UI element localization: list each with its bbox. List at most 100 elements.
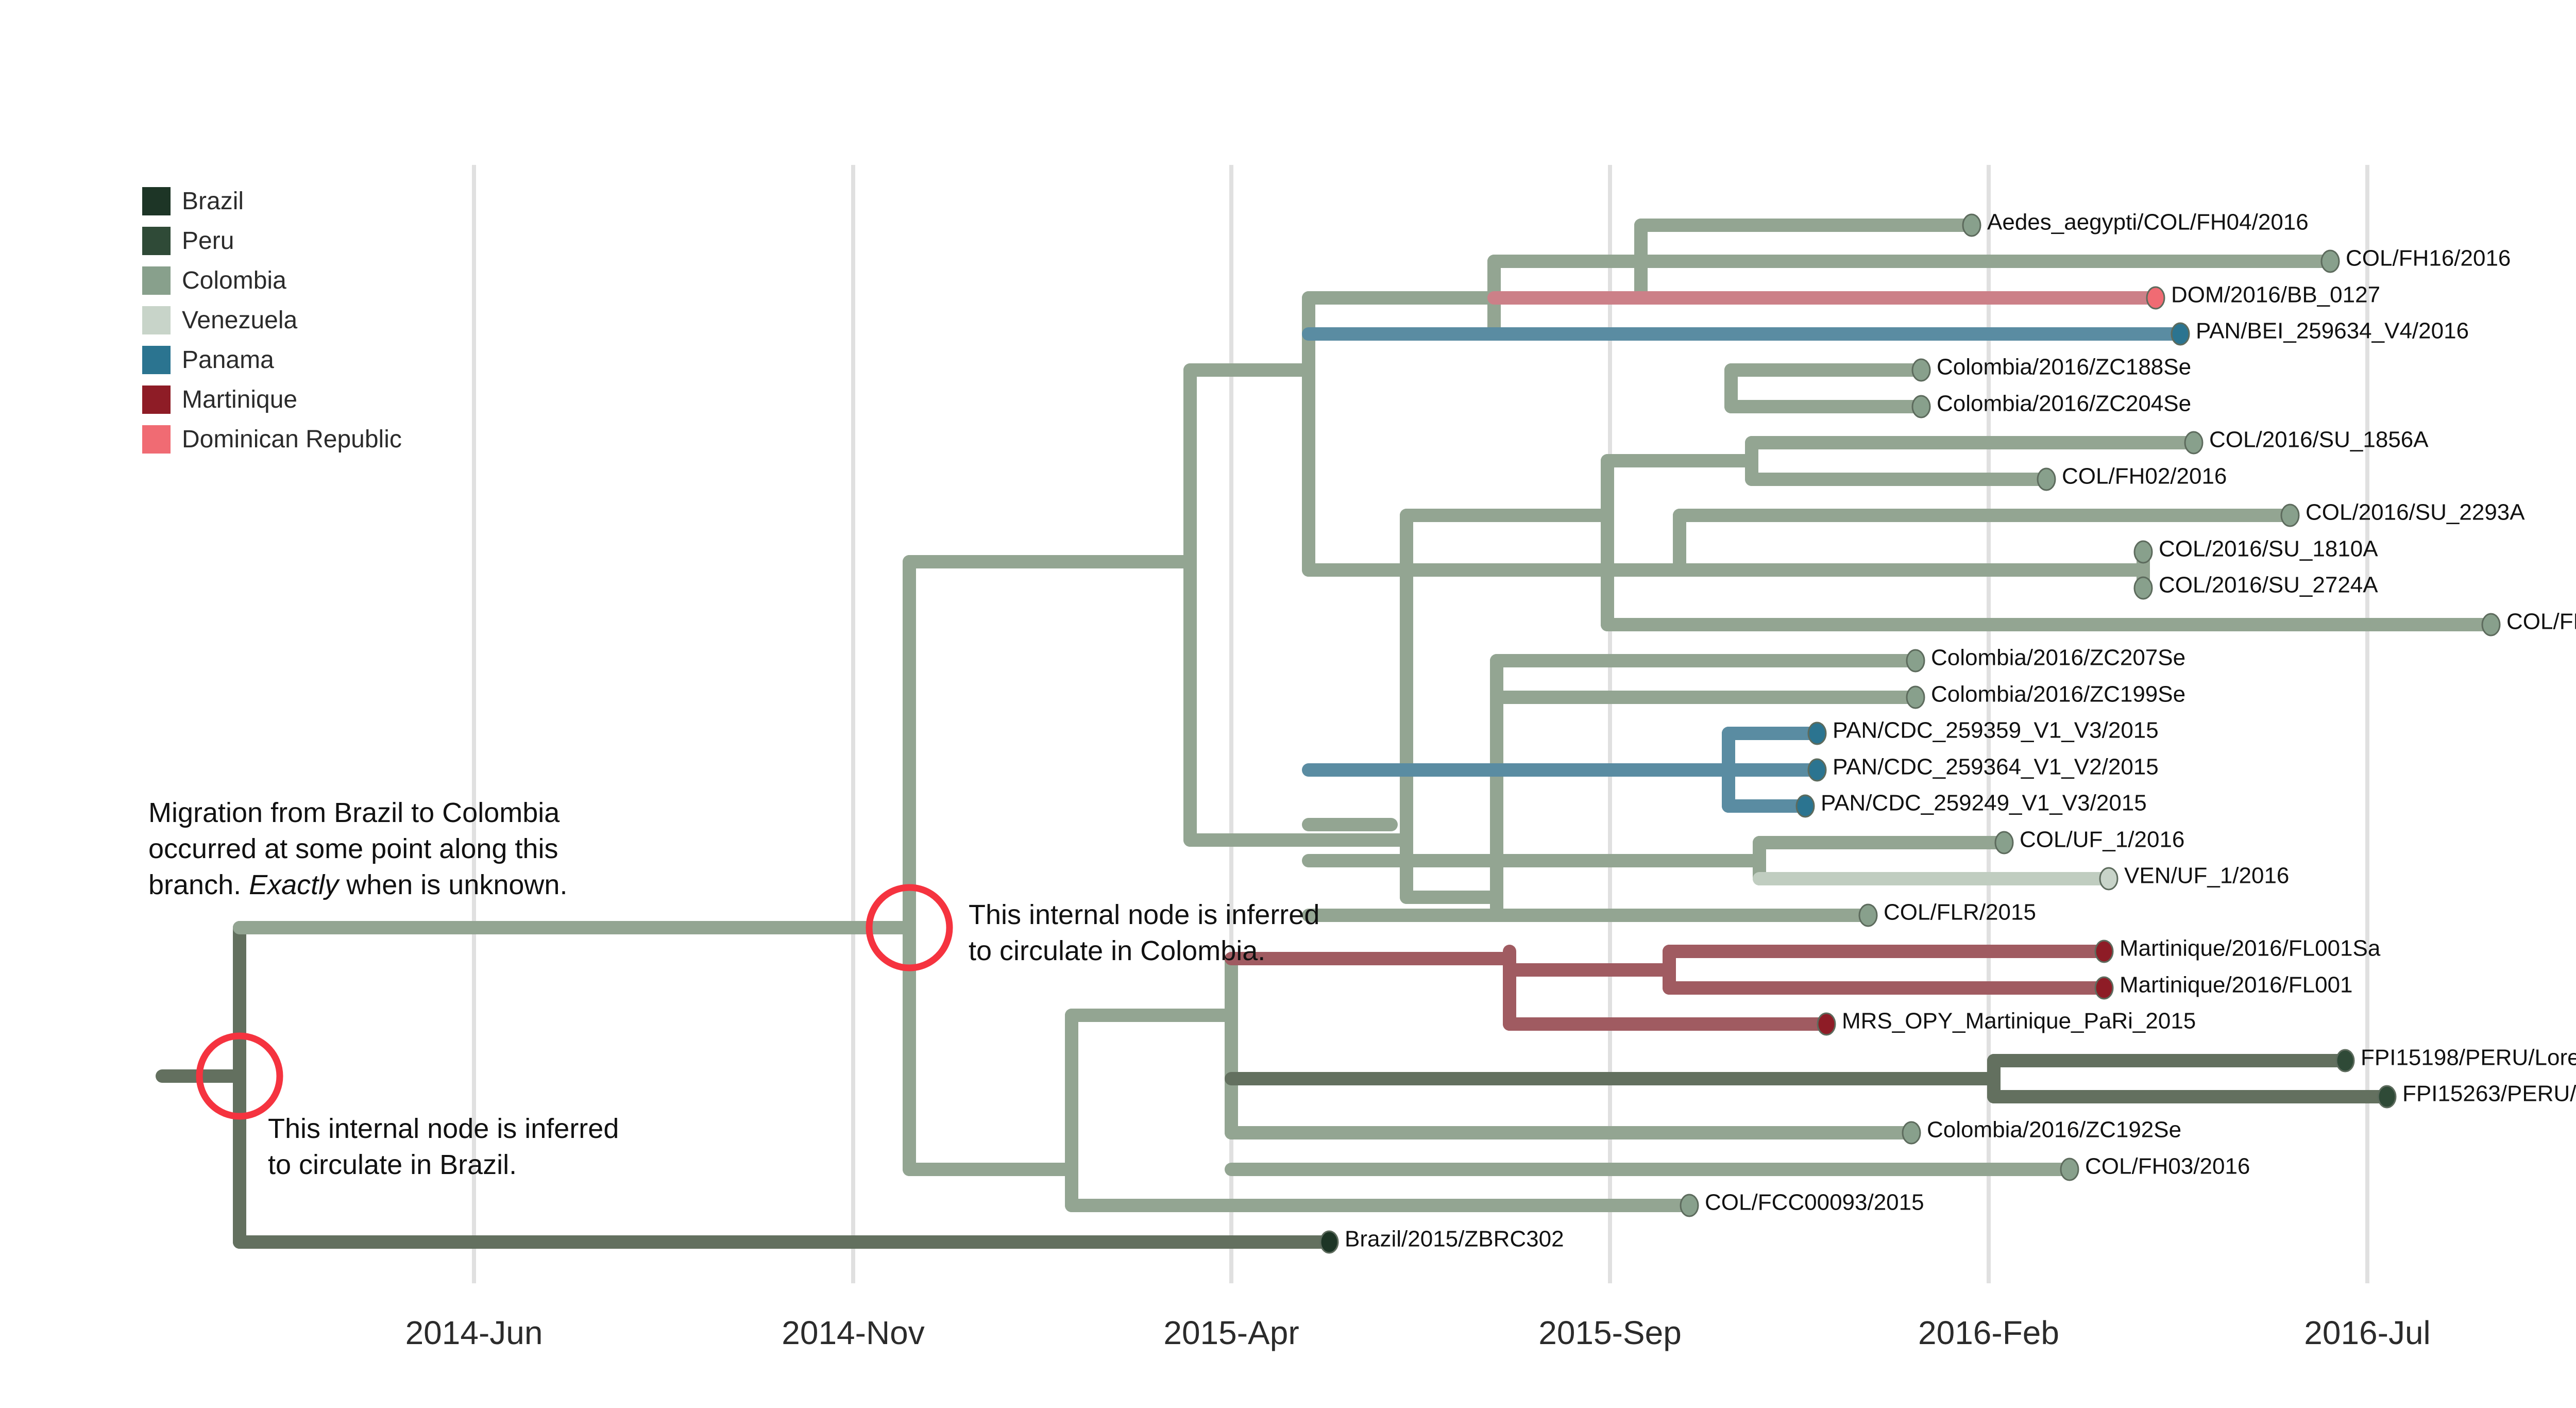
tip-node-marker[interactable] — [1911, 358, 1931, 382]
country-color-legend: Brazil Peru Colombia Venezuela Panama Martini… — [142, 181, 402, 459]
tip-node-marker[interactable] — [2060, 1158, 2079, 1181]
annotation-brazil-internal-node: This internal node is inferred to circul… — [268, 1113, 619, 1181]
legend-color-swatch — [142, 425, 171, 454]
tip-label: PAN/BEI_259634_V4/2016 — [2196, 319, 2469, 344]
tip-label: PAN/CDC_259249_V1_V3/2015 — [1821, 791, 2147, 816]
legend-color-swatch — [142, 227, 171, 255]
tip-label: COL/2016/SU_1856A — [2209, 427, 2429, 452]
legend-color-swatch — [142, 187, 171, 215]
tip-label: COL/FH19/2016 — [2506, 609, 2576, 634]
tip-node-marker[interactable] — [1906, 685, 1925, 709]
legend-label: Peru — [182, 227, 234, 255]
legend-label: Colombia — [182, 267, 286, 294]
legend-label: Panama — [182, 346, 274, 374]
tip-node-marker[interactable] — [1807, 722, 1827, 745]
tip-label: COL/FLR/2015 — [1884, 900, 2036, 925]
legend-item-brazil[interactable]: Brazil — [142, 181, 402, 221]
tip-label: PAN/CDC_259364_V1_V2/2015 — [1833, 755, 2159, 780]
legend-color-swatch — [142, 346, 171, 374]
tip-node-marker[interactable] — [1906, 649, 1925, 673]
axis-tick-labels-group: 2014-Jun 2014-Nov 2015-Apr 2015-Sep 2016-Feb… — [405, 1314, 2431, 1351]
tip-node-marker[interactable] — [1319, 1230, 1339, 1254]
axis-tick-label: 2014-Nov — [782, 1314, 925, 1351]
gridlines-group — [472, 165, 2369, 1283]
legend-label: Brazil — [182, 188, 244, 215]
tip-node-marker[interactable] — [1680, 1194, 1699, 1217]
tip-label: COL/2016/SU_2724A — [2159, 573, 2378, 598]
axis-tick-label: 2014-Jun — [405, 1314, 543, 1351]
tip-node-marker[interactable] — [2280, 504, 2300, 527]
tip-label: Colombia/2016/ZC199Se — [1931, 682, 2185, 707]
branches-group — [156, 219, 2498, 1249]
tip-labels-group: Aedes_aegypti/COL/FH04/2016 COL/FH16/2016… — [1345, 210, 2576, 1252]
emphasis-exactly: Exactly — [249, 869, 339, 901]
legend-color-swatch — [142, 266, 171, 295]
tip-label: COL/FH02/2016 — [2062, 464, 2227, 489]
tip-label: COL/FH03/2016 — [2085, 1154, 2250, 1179]
annotation-migration-brazil-to-colombia: Migration from Brazil to Colombia occurre… — [148, 797, 568, 901]
tip-node-marker[interactable] — [1807, 758, 1827, 782]
tip-label: Colombia/2016/ZC188Se — [1937, 355, 2191, 380]
tip-node-marker[interactable] — [2133, 540, 2153, 564]
tip-node-marker[interactable] — [2094, 976, 2114, 1000]
tip-label: VEN/UF_1/2016 — [2124, 863, 2289, 889]
axis-tick-label: 2015-Sep — [1538, 1314, 1682, 1351]
tip-node-marker[interactable] — [2094, 940, 2114, 963]
legend-item-colombia[interactable]: Colombia — [142, 261, 402, 300]
tip-label: Martinique/2016/FL001Sa — [2120, 936, 2381, 961]
axis-tick-label: 2016-Feb — [1918, 1314, 2059, 1351]
tip-node-marker[interactable] — [2335, 1049, 2355, 1072]
tip-node-marker[interactable] — [2481, 613, 2501, 636]
highlight-circle-colombia-mrca-node — [866, 884, 953, 971]
tip-node-marker[interactable] — [2037, 467, 2056, 491]
tip-node-marker[interactable] — [1962, 213, 1981, 237]
tip-node-marker[interactable] — [1994, 831, 2014, 854]
tip-label: COL/2016/SU_2293A — [2306, 500, 2525, 525]
tip-node-marker[interactable] — [2377, 1085, 2397, 1109]
tip-label: COL/FCC00093/2015 — [1705, 1190, 1924, 1215]
axis-tick-label: 2016-Jul — [2304, 1314, 2431, 1351]
tip-label: FPI15263/PERU/Loreto/2016 — [2402, 1081, 2576, 1107]
legend-item-panama[interactable]: Panama — [142, 340, 402, 380]
axis-tick-label: 2015-Apr — [1163, 1314, 1299, 1351]
tip-node-marker[interactable] — [2146, 286, 2165, 310]
legend-color-swatch — [142, 385, 171, 414]
tip-node-marker[interactable] — [2099, 867, 2119, 891]
tip-node-marker[interactable] — [2320, 249, 2340, 273]
tip-label: Aedes_aegypti/COL/FH04/2016 — [1987, 210, 2309, 235]
tip-label: Colombia/2016/ZC207Se — [1931, 645, 2185, 671]
annotation-colombia-internal-node: This internal node is inferred to circul… — [969, 899, 1320, 967]
tip-label: DOM/2016/BB_0127 — [2171, 282, 2380, 308]
legend-item-martinique[interactable]: Martinique — [142, 380, 402, 420]
tip-node-marker[interactable] — [1858, 903, 1878, 927]
legend-item-dominican-republic[interactable]: Dominican Republic — [142, 420, 402, 459]
legend-color-swatch — [142, 306, 171, 334]
tip-label: COL/UF_1/2016 — [2020, 827, 2184, 852]
tip-label: Colombia/2016/ZC192Se — [1927, 1117, 2181, 1143]
tip-label: MRS_OPY_Martinique_PaRi_2015 — [1842, 1009, 2196, 1034]
highlight-circles-group — [196, 884, 953, 1120]
legend-item-venezuela[interactable]: Venezuela — [142, 300, 402, 340]
tip-label: Brazil/2015/ZBRC302 — [1345, 1227, 1564, 1252]
legend-label: Dominican Republic — [182, 426, 402, 453]
tip-nodes-group — [1319, 213, 2501, 1254]
tip-node-marker[interactable] — [2133, 576, 2153, 600]
tip-label: COL/FH16/2016 — [2346, 246, 2511, 271]
tip-node-marker[interactable] — [2184, 431, 2204, 455]
legend-label: Martinique — [182, 386, 298, 413]
tip-node-marker[interactable] — [1817, 1012, 1836, 1036]
tip-label: Colombia/2016/ZC204Se — [1937, 391, 2191, 416]
tip-label: FPI15198/PERU/Loreto/2016 — [2361, 1045, 2576, 1070]
legend-item-peru[interactable]: Peru — [142, 221, 402, 261]
tip-node-marker[interactable] — [1902, 1121, 1921, 1145]
tip-label: Martinique/2016/FL001 — [2120, 973, 2353, 998]
legend-label: Venezuela — [182, 307, 298, 334]
tip-node-marker[interactable] — [2171, 322, 2190, 346]
tip-node-marker[interactable] — [1911, 395, 1931, 418]
highlight-circle-root-brazil-node — [196, 1032, 283, 1120]
tip-label: PAN/CDC_259359_V1_V3/2015 — [1833, 718, 2159, 743]
tip-label: COL/2016/SU_1810A — [2159, 537, 2378, 562]
tip-node-marker[interactable] — [1795, 794, 1815, 818]
